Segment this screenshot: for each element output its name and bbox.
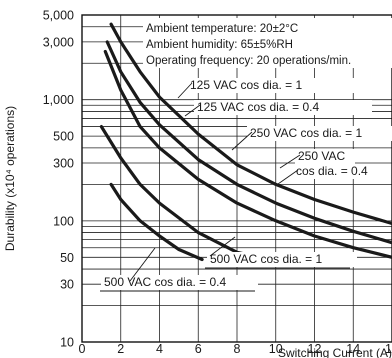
curve-label: 500 VAC cos dia. = 0.4 (104, 275, 227, 289)
curve-label-leader (129, 247, 156, 282)
y-tick-label: 500 (53, 130, 74, 144)
curve-label-background (101, 275, 258, 290)
curve-label-leader (277, 169, 299, 185)
series-line-1 (105, 40, 392, 245)
curve-label: cos dia. = 0.4 (296, 164, 368, 178)
series-line-4 (109, 182, 204, 262)
series-line-2 (103, 49, 392, 259)
x-tick-label: 8 (234, 342, 241, 356)
x-tick-label: 6 (195, 342, 202, 356)
y-tick-label: 3,000 (43, 35, 74, 49)
curve-label-leader (177, 82, 193, 99)
curve-label-leader (184, 104, 201, 117)
curve-label-background (194, 100, 372, 115)
y-tick-label: 50 (60, 251, 74, 265)
condition-text: Ambient humidity: 65±5%RH (146, 39, 293, 51)
curve-label-background (293, 164, 389, 179)
condition-text: Operating frequency: 20 operations/min. (146, 55, 351, 67)
curve-label-background (187, 78, 355, 93)
curve-label-background (207, 252, 357, 267)
conditions-background (143, 18, 392, 68)
x-tick-label: 10 (269, 342, 283, 356)
x-tick-label: 12 (308, 342, 322, 356)
x-tick-label: 4 (156, 342, 163, 356)
y-tick-label: 1,000 (43, 93, 74, 107)
condition-text: Ambient temperature: 20±2°C (146, 23, 298, 35)
x-tick-label: 14 (346, 342, 360, 356)
y-tick-label: 100 (53, 214, 74, 228)
curve-labels: 125 VAC cos dia. = 1 125 VAC cos dia. = 0… (100, 78, 392, 292)
curve-label: 125 VAC cos dia. = 1 (190, 78, 303, 92)
x-tick-labels: 0 2 4 6 8 10 12 14 16 (79, 342, 392, 356)
y-tick-label: 5,000 (43, 9, 74, 23)
curve-label-leader (209, 236, 236, 257)
x-tick-label: 2 (117, 342, 124, 356)
curve-label-background (295, 149, 355, 164)
curve-label: 250 VAC cos dia. = 1 (250, 126, 363, 140)
curve-label: 500 VAC cos dia. = 1 (210, 252, 323, 266)
y-tick-label: 30 (60, 278, 74, 292)
x-axis-title: Switching Current (A) (278, 346, 392, 358)
y-tick-label: 300 (53, 157, 74, 171)
y-axis-title: Durability (x10⁴ operations) (3, 106, 17, 251)
y-tick-labels: 10 30 50 100 300 500 1,000 3,000 5,000 (43, 9, 74, 350)
x-tick-label: 16 (385, 342, 392, 356)
curve-label: 250 VAC (298, 149, 345, 163)
curve-label-leader (279, 154, 301, 169)
curve-label: 125 VAC cos dia. = 0.4 (197, 100, 320, 114)
curve-label-background (247, 126, 392, 141)
curve-label-leader (231, 131, 253, 151)
y-tick-label: 10 (60, 336, 74, 350)
plot-frame (81, 14, 392, 343)
x-tick-label: 0 (79, 342, 86, 356)
conditions-box: Ambient temperature: 20±2°C Ambient humid… (143, 18, 392, 68)
series-line-0 (109, 22, 392, 226)
